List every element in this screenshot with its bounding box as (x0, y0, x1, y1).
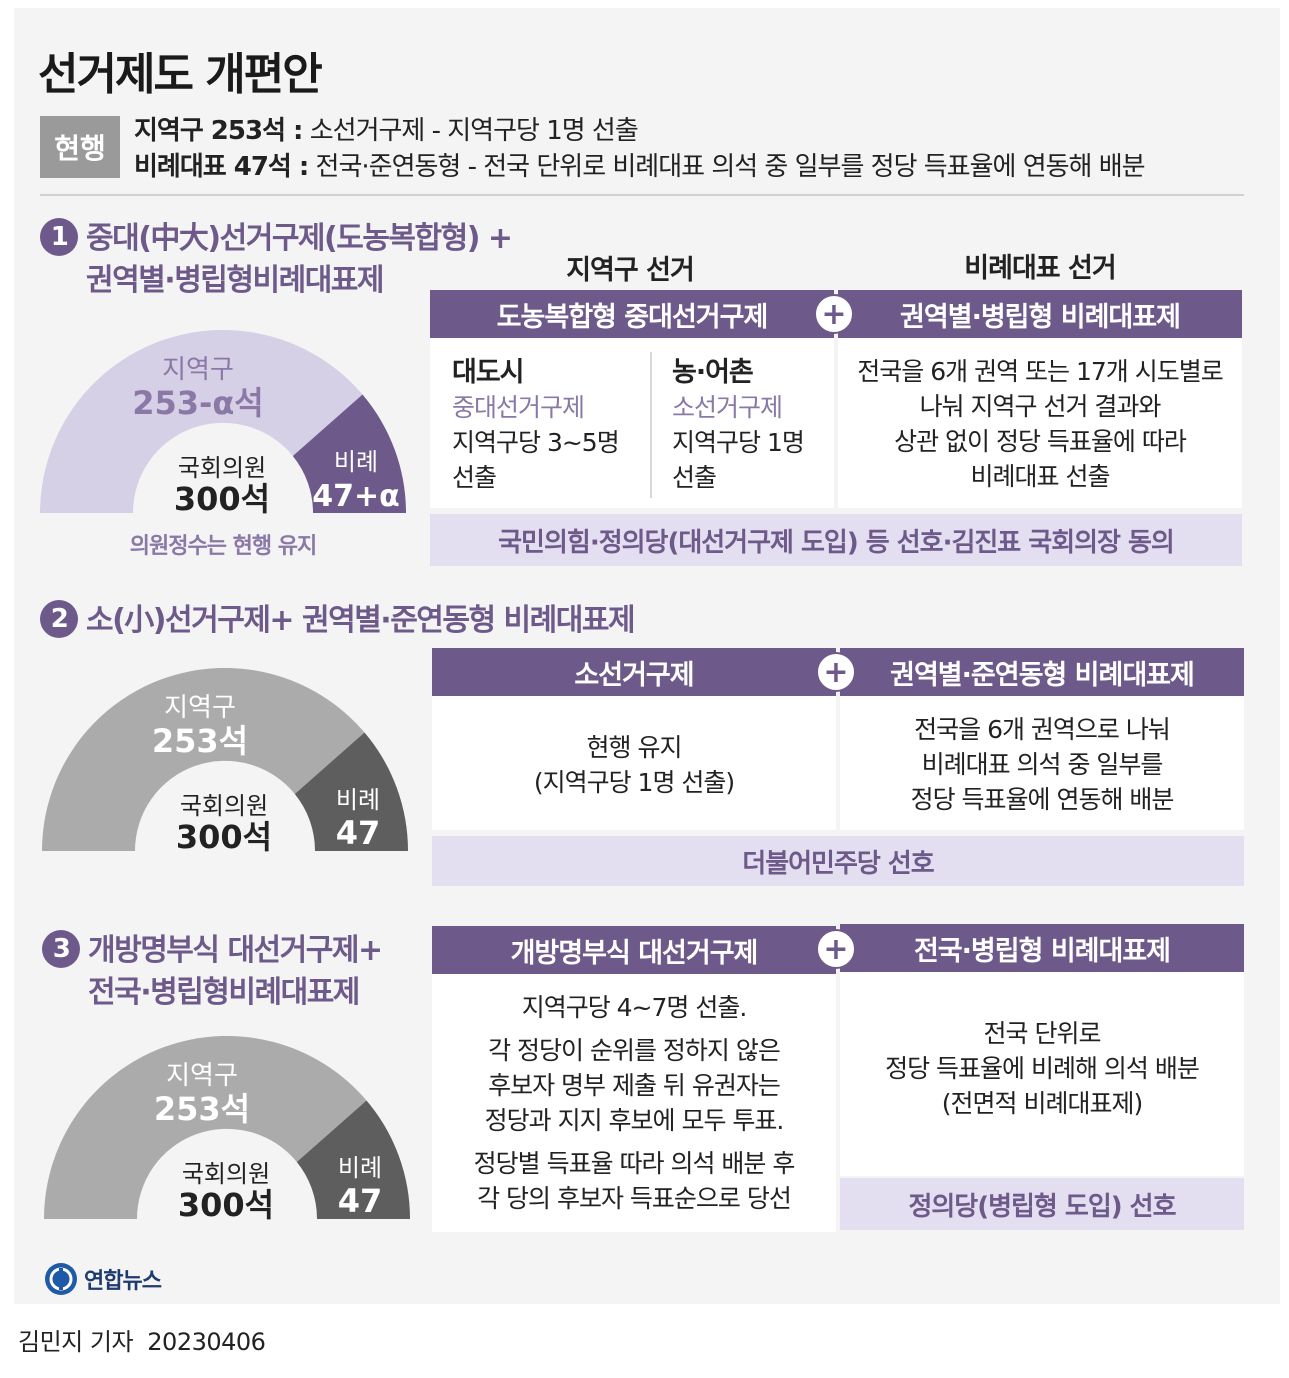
current-line-2: 비례대표 47석 : 전국·준연동형 - 전국 단위로 비례대표 의석 중 일부… (134, 152, 1146, 182)
plan1-left-box (430, 338, 834, 508)
plan1-right-box (838, 338, 1242, 508)
plan2-right-box (840, 696, 1244, 830)
plan1-col-head-right: 비례대표 선거 (964, 253, 1116, 284)
plan3-pr-arc (296, 1100, 410, 1219)
current-line-1: 지역구 253석 : 소선거구제 - 지역구당 1명 선출 (134, 116, 639, 146)
plan1-pr-arc (292, 394, 406, 513)
plan1-pr-value: 47+α (312, 479, 400, 514)
plan2-pr-value: 47 (336, 814, 381, 852)
plan1-right-text: 전국을 6개 권역 또는 17개 시도별로 나눠 지역구 선거 결과와 상관 없… (857, 357, 1223, 491)
plan2-plus-icon: + (816, 652, 856, 692)
plan1-total-value: 300석 (174, 480, 270, 514)
plan1-district-label: 지역구 (162, 355, 234, 385)
plan1-title: 1 중대(中大)선거구제(도농복합형) + 권역별·병립형비례대표제 (40, 217, 513, 302)
plan2-left-text: 현행 유지 (지역구당 1명 선출) (533, 733, 735, 797)
plan3-right-text: 전국 단위로 정당 득표율에 비례해 의석 배분 (전면적 비례대표제) (885, 1019, 1200, 1118)
plan2-note: 더불어민주당 선호 (432, 836, 1244, 886)
plan2-seat-gauge: 지역구 253석 국회의원 300석 비례 47 (42, 668, 408, 852)
yonhap-logo: 연합뉴스 (44, 1262, 162, 1296)
plan3-bar-right: 전국·병립형 비례대표제 (840, 924, 1244, 972)
plan1-district-value: 253-α석 (132, 384, 264, 422)
plan3-right-box (840, 972, 1244, 1176)
plan2-bar-left: 소선거구제 (432, 648, 836, 696)
plan1-bar-left: 도농복합형 중대선거구제 (430, 290, 834, 338)
plan1-city-block: 대도시 중대선거구제 지역구당 3~5명 선출 (452, 357, 620, 492)
plan1-pr-label: 비례 (334, 448, 378, 476)
plan1-left-divider (650, 352, 652, 498)
plan3-bar-left: 개방명부식 대선거구제 (432, 926, 836, 974)
plan3-total-value: 300석 (178, 1186, 274, 1220)
plan2-title: 2 소(小)선거구제+ 권역별·준연동형 비례대표제 (40, 599, 636, 642)
plan3-district-value: 253석 (154, 1090, 250, 1128)
plan3-total-label: 국회의원 (182, 1160, 270, 1188)
plan1-note: 국민의힘·정의당(대선거구제 도입) 등 선호·김진표 국회의장 동의 (430, 514, 1242, 566)
plan2-right-text: 전국을 6개 권역으로 나눠 비례대표 의석 중 일부를 정당 득표율에 연동해… (910, 715, 1175, 814)
plan3-pr-value: 47 (338, 1182, 383, 1220)
plan2-total-value: 300석 (176, 818, 272, 852)
plan3-left-box (432, 974, 836, 1232)
plan3-plus-icon: + (816, 929, 856, 969)
yonhap-logo-icon (45, 1263, 77, 1295)
plan2-pr-arc (294, 732, 408, 851)
plan1-plus-icon: + (814, 294, 854, 334)
credit-line: 김민지 기자 20230406 (18, 1328, 266, 1356)
plan3-seat-gauge: 지역구 253석 국회의원 300석 비례 47 (44, 1036, 410, 1220)
plan3-note: 정의당(병립형 도입) 선호 (840, 1178, 1244, 1230)
plan2-pr-label: 비례 (336, 786, 380, 814)
plan3-pr-label: 비례 (338, 1154, 382, 1182)
plan1-gauge-caption: 의원정수는 현행 유지 (129, 534, 317, 559)
plan1-bar-right: 권역별·병립형 비례대표제 (838, 290, 1242, 338)
yonhap-logo-text: 연합뉴스 (84, 1269, 162, 1294)
plan2-left-box (432, 696, 836, 830)
current-badge: 현행 (40, 116, 120, 178)
plan2-district-value: 253석 (152, 722, 248, 760)
page-title: 선거제도 개편안 (38, 49, 323, 100)
plan2-district-arc (42, 668, 365, 851)
plan1-total-label: 국회의원 (178, 454, 266, 482)
plan3-left-text: 지역구당 4~7명 선출. 각 정당이 순위를 정하지 않은 후보자 명부 제출… (473, 993, 796, 1213)
plan2-total-label: 국회의원 (180, 792, 268, 820)
plan2-bar-right: 권역별·준연동형 비례대표제 (840, 648, 1244, 696)
plan3-district-label: 지역구 (166, 1061, 238, 1091)
divider (40, 194, 1244, 196)
plan1-rural-block: 농·어촌 소선거구제 지역구당 1명 선출 (672, 357, 805, 492)
plan1-seat-gauge: 지역구 253-α석 국회의원 300석 비례 47+α (40, 330, 406, 514)
plan3-title: 3 개방명부식 대선거구제+ 전국·병립형비례대표제 (42, 929, 383, 1014)
plan1-district-arc (40, 330, 363, 513)
plan2-district-label: 지역구 (164, 693, 236, 723)
plan3-district-arc (44, 1036, 367, 1219)
plan1-col-head-left: 지역구 선거 (566, 255, 695, 286)
